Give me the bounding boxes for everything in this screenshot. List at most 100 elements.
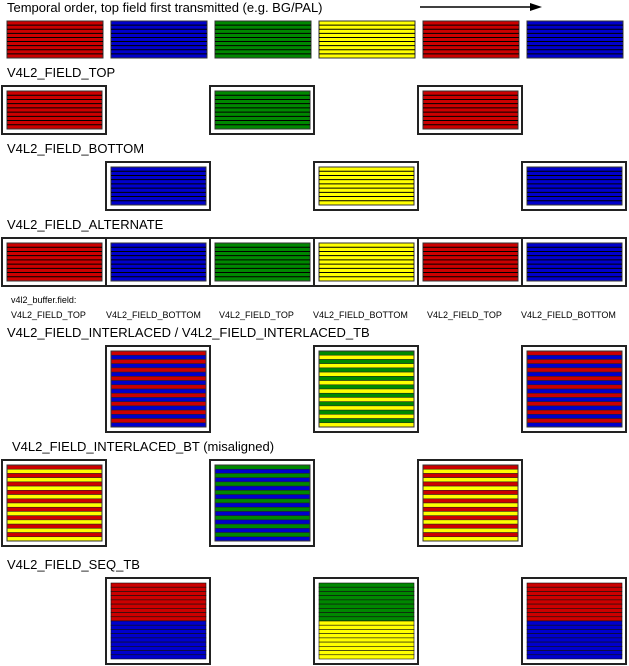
scan-line	[526, 409, 623, 415]
scan-line	[110, 422, 207, 428]
scan-line	[110, 629, 207, 634]
scan-line	[214, 532, 311, 538]
field	[110, 20, 208, 59]
scan-line	[214, 477, 311, 483]
field-fill	[526, 242, 623, 282]
scan-line	[110, 637, 207, 643]
scan-line	[526, 392, 623, 398]
buffer-field-caption: v4l2_buffer.field:	[11, 295, 77, 305]
scan-line	[6, 528, 103, 533]
scan-line	[318, 384, 415, 390]
scan-line	[422, 528, 519, 533]
scan-line	[526, 603, 623, 609]
scan-line	[318, 591, 415, 596]
scan-line	[318, 646, 415, 651]
scan-line	[6, 490, 103, 495]
scan-line	[422, 515, 519, 521]
scan-line	[422, 490, 519, 495]
field-fill	[318, 20, 416, 59]
buffer-field-value: V4L2_FIELD_TOP	[219, 310, 294, 320]
scan-line	[526, 641, 623, 647]
field	[6, 90, 103, 130]
field-fill	[526, 166, 623, 206]
scan-line	[318, 367, 415, 373]
scan-line	[6, 502, 103, 508]
scan-line	[110, 591, 207, 596]
scan-line	[6, 468, 103, 474]
scan-line	[318, 350, 415, 356]
scan-line	[6, 494, 103, 500]
scan-line	[318, 616, 415, 622]
scan-line	[526, 380, 623, 386]
scan-line	[110, 409, 207, 415]
scan-line	[526, 371, 623, 377]
scan-line	[526, 599, 623, 605]
scan-line	[214, 511, 311, 516]
scan-line	[318, 599, 415, 605]
scan-line	[110, 414, 207, 419]
scan-line	[526, 624, 623, 630]
scan-line	[318, 650, 415, 656]
scan-line	[110, 392, 207, 398]
scan-line	[110, 586, 207, 592]
scan-line	[6, 532, 103, 538]
scan-line	[110, 388, 207, 394]
scan-line	[110, 633, 207, 639]
scan-line	[526, 586, 623, 592]
field	[6, 20, 104, 59]
scan-line	[110, 650, 207, 656]
buffer-field-value: V4L2_FIELD_TOP	[427, 310, 502, 320]
scan-line	[526, 633, 623, 639]
scan-line	[318, 624, 415, 630]
scan-line	[526, 367, 623, 373]
scan-line	[6, 481, 103, 487]
scan-line	[110, 646, 207, 651]
scan-line	[318, 418, 415, 424]
scan-line	[526, 591, 623, 596]
label-field-seq-tb: V4L2_FIELD_SEQ_TB	[7, 557, 140, 572]
scan-line	[6, 464, 103, 470]
scan-line	[6, 523, 103, 529]
interlaced-frame	[6, 464, 103, 542]
label-field-interlaced-bt: V4L2_FIELD_INTERLACED_BT (misaligned)	[12, 439, 275, 454]
scan-line	[6, 473, 103, 478]
scan-line	[318, 582, 415, 588]
scan-line	[422, 494, 519, 500]
scan-line	[526, 629, 623, 634]
scan-line	[422, 481, 519, 487]
scan-line	[318, 637, 415, 643]
scan-line	[110, 371, 207, 377]
scan-line	[526, 350, 623, 356]
scan-line	[110, 376, 207, 381]
frame-edge	[214, 464, 311, 542]
frame-edge	[422, 464, 519, 542]
scan-line	[318, 414, 415, 419]
scan-line	[318, 620, 415, 626]
field	[318, 242, 415, 282]
field	[526, 166, 623, 206]
field	[422, 90, 519, 130]
field	[318, 166, 415, 206]
scan-line	[214, 523, 311, 529]
field-fill	[6, 242, 103, 282]
scan-line	[526, 388, 623, 394]
buffer-field-value: V4L2_FIELD_BOTTOM	[521, 310, 616, 320]
field	[214, 242, 311, 282]
field-fill	[214, 242, 311, 282]
scan-line	[318, 586, 415, 592]
interlaced-frame	[318, 350, 415, 428]
scan-line	[318, 409, 415, 415]
scan-line	[318, 405, 415, 411]
frame-edge	[110, 350, 207, 428]
field-fill	[422, 242, 519, 282]
buffer-field-value: V4L2_FIELD_TOP	[11, 310, 86, 320]
field-fill	[6, 90, 103, 130]
scan-line	[214, 494, 311, 500]
scan-line	[526, 616, 623, 622]
scan-line	[526, 608, 623, 613]
scan-line	[6, 485, 103, 491]
scan-line	[110, 612, 207, 618]
scan-line	[318, 359, 415, 364]
